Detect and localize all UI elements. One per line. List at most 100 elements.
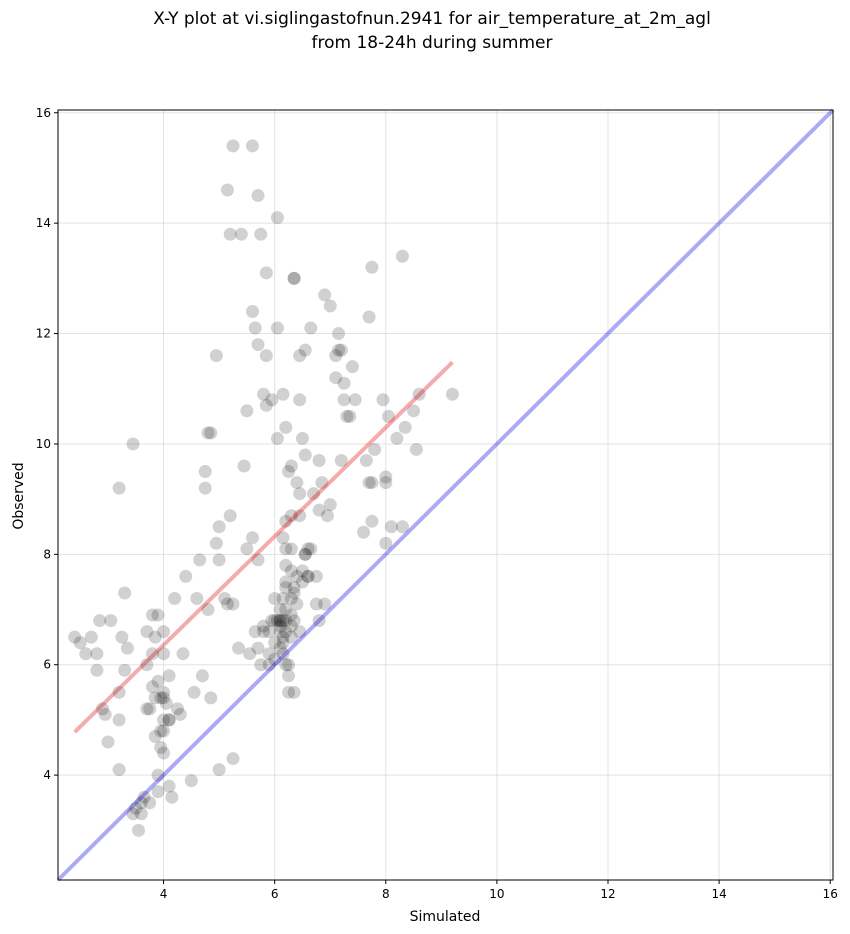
- data-point-11: [112, 685, 126, 699]
- data-point-203: [340, 409, 354, 423]
- data-point-15: [115, 630, 129, 644]
- data-point-52: [162, 713, 176, 727]
- data-point-51: [159, 696, 173, 710]
- data-point-92: [245, 531, 259, 545]
- data-point-200: [334, 454, 348, 468]
- data-point-198: [332, 343, 346, 357]
- data-point-34: [148, 691, 162, 705]
- data-point-16: [118, 586, 132, 600]
- data-point-61: [179, 569, 193, 583]
- data-point-119: [270, 431, 284, 445]
- data-point-0: [68, 630, 82, 644]
- data-point-53: [162, 669, 176, 683]
- data-point-101: [254, 227, 268, 241]
- data-point-208: [359, 454, 373, 468]
- data-point-156: [284, 509, 298, 523]
- data-point-14: [112, 481, 126, 495]
- data-point-97: [251, 189, 265, 203]
- data-point-194: [323, 299, 337, 313]
- data-point-68: [198, 465, 212, 479]
- data-point-94: [245, 139, 259, 153]
- data-point-207: [357, 525, 371, 539]
- data-point-153: [284, 608, 298, 622]
- data-point-199: [334, 343, 348, 357]
- data-point-86: [232, 641, 246, 655]
- x-axis-label: Simulated: [410, 909, 481, 925]
- data-point-140: [279, 658, 293, 672]
- data-point-19: [126, 437, 140, 451]
- y-tick-label-12: 12: [36, 327, 51, 341]
- data-point-72: [204, 691, 218, 705]
- data-point-84: [226, 752, 240, 766]
- data-point-147: [282, 669, 296, 683]
- y-tick-label-16: 16: [36, 106, 51, 120]
- data-point-142: [279, 420, 293, 434]
- y-axis-label: Observed: [11, 462, 27, 529]
- x-tick-label-10: 10: [489, 887, 504, 901]
- data-point-158: [287, 586, 301, 600]
- data-point-46: [157, 724, 171, 738]
- data-point-214: [368, 442, 382, 456]
- data-point-58: [170, 702, 184, 716]
- data-point-4: [90, 663, 104, 677]
- data-point-30: [143, 702, 157, 716]
- data-point-191: [318, 597, 332, 611]
- data-point-111: [262, 647, 276, 661]
- data-point-31: [145, 647, 159, 661]
- data-point-74: [209, 536, 223, 550]
- data-point-228: [445, 387, 459, 401]
- data-point-56: [165, 790, 179, 804]
- data-point-182: [304, 321, 318, 335]
- data-point-143: [279, 514, 293, 528]
- data-point-137: [279, 603, 293, 617]
- data-point-110: [262, 658, 276, 672]
- data-point-222: [395, 249, 409, 263]
- x-tick-label-12: 12: [600, 887, 615, 901]
- data-point-82: [223, 227, 237, 241]
- data-point-179: [301, 569, 315, 583]
- data-point-41: [154, 691, 168, 705]
- y-tick-label-14: 14: [36, 216, 51, 230]
- data-point-33: [145, 680, 159, 694]
- data-point-55: [162, 713, 176, 727]
- data-point-37: [151, 674, 165, 688]
- y-tick-label-6: 6: [43, 658, 51, 672]
- data-point-36: [148, 630, 162, 644]
- data-point-104: [257, 625, 271, 639]
- data-point-78: [218, 591, 232, 605]
- data-point-190: [318, 288, 332, 302]
- data-point-120: [270, 614, 284, 628]
- data-point-226: [409, 442, 423, 456]
- data-point-2: [79, 647, 93, 661]
- data-point-118: [270, 321, 284, 335]
- data-point-157: [287, 580, 301, 594]
- data-point-114: [268, 614, 282, 628]
- data-point-128: [276, 591, 290, 605]
- data-point-83: [226, 597, 240, 611]
- data-point-176: [298, 448, 312, 462]
- data-point-162: [287, 271, 301, 285]
- data-point-79: [220, 597, 234, 611]
- data-point-65: [193, 553, 207, 567]
- data-point-100: [251, 641, 265, 655]
- data-point-66: [195, 669, 209, 683]
- x-tick-label-8: 8: [382, 887, 390, 901]
- data-point-26: [140, 658, 154, 672]
- data-point-43: [154, 724, 168, 738]
- data-point-141: [279, 558, 293, 572]
- data-point-163: [290, 597, 304, 611]
- data-point-164: [290, 569, 304, 583]
- data-point-175: [298, 547, 312, 561]
- data-point-193: [323, 498, 337, 512]
- data-point-48: [157, 746, 171, 760]
- fit-line: [73, 360, 454, 734]
- data-point-29: [143, 796, 157, 810]
- data-point-223: [395, 520, 409, 534]
- data-point-139: [279, 625, 293, 639]
- data-point-211: [365, 514, 379, 528]
- reference-lines: [56, 108, 835, 882]
- data-point-12: [112, 713, 126, 727]
- data-point-108: [259, 398, 273, 412]
- data-point-63: [187, 685, 201, 699]
